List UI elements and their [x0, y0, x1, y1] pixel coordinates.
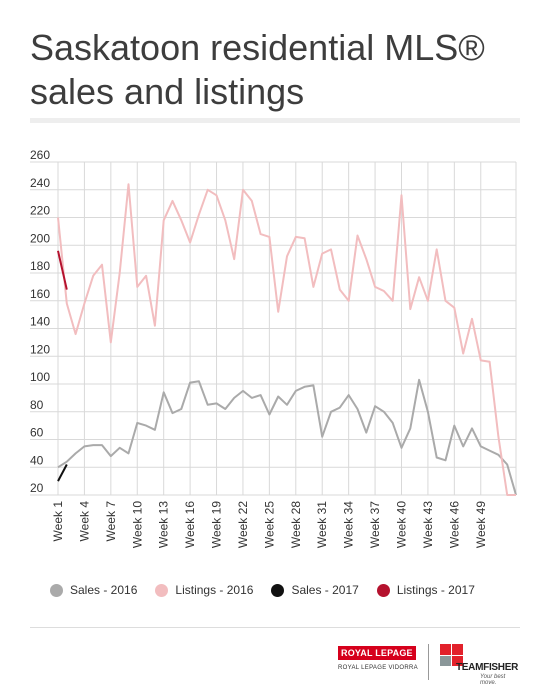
x-tick-label: Week 49	[474, 501, 488, 548]
chart-legend: Sales - 2016 Listings - 2016 Sales - 201…	[50, 580, 530, 600]
x-tick-label: Week 16	[183, 501, 197, 548]
y-tick-label: 260	[30, 150, 50, 162]
x-tick-label: Week 13	[157, 501, 171, 548]
y-tick-label: 180	[30, 259, 50, 273]
y-tick-label: 160	[30, 287, 50, 301]
y-tick-label: 140	[30, 315, 50, 329]
teamfisher-squares-icon	[440, 644, 464, 666]
x-tick-label: Week 1	[51, 501, 65, 542]
legend-label: Listings - 2017	[396, 583, 475, 597]
y-tick-label: 100	[30, 370, 50, 384]
x-tick-label: Week 34	[342, 501, 356, 548]
line-chart: 20 40 60 80 100 120 140 160 180 200 220 240 260 Week …	[30, 150, 517, 548]
y-tick-label: 240	[30, 176, 50, 190]
royal-lepage-wordmark: ROYAL LEPAGE	[338, 646, 416, 660]
x-tick-label: Week 28	[289, 501, 303, 548]
x-tick-label: Week 7	[104, 501, 118, 542]
series-line-listings-2017	[57, 250, 68, 290]
royal-lepage-brokerage: ROYAL LEPAGE VIDORRA	[338, 665, 418, 671]
x-tick-label: Week 4	[77, 501, 91, 542]
legend-label: Sales - 2017	[291, 583, 359, 597]
y-tick-label: 120	[30, 342, 50, 356]
teamfisher-wordmark: TEAMFISHER	[456, 662, 519, 673]
y-tick-label: 80	[30, 398, 44, 412]
x-tick-label: Week 46	[447, 501, 461, 548]
y-tick-label: 220	[30, 204, 50, 218]
x-tick-label: Week 10	[130, 501, 144, 548]
legend-label: Listings - 2016	[175, 583, 254, 597]
logo-divider	[428, 644, 429, 680]
legend-label: Sales - 2016	[70, 583, 138, 597]
footer-divider	[30, 627, 520, 628]
y-tick-label: 200	[30, 231, 50, 245]
legend-swatch	[50, 583, 63, 597]
y-tick-label: 60	[30, 426, 44, 440]
legend-item-listings-2017: Listings - 2017	[376, 583, 475, 597]
teamfisher-logo: TEAMFISHER Your best move.	[440, 644, 520, 686]
legend-item-sales-2016: Sales - 2016	[50, 583, 137, 597]
x-tick-label: Week 19	[210, 501, 224, 548]
x-tick-label: Week 25	[262, 501, 276, 548]
series-line-sales-2016	[57, 378, 517, 496]
x-tick-label: Week 31	[315, 501, 329, 548]
chart-title: Saskatoon residential MLS® sales and lis…	[30, 27, 485, 112]
x-tick-label: Week 43	[421, 501, 435, 548]
teamfisher-tagline: Your best move.	[480, 674, 506, 686]
x-tick-label: Week 22	[236, 501, 250, 548]
x-tick-label: Week 37	[368, 501, 382, 548]
legend-swatch	[271, 583, 285, 597]
legend-item-listings-2016: Listings - 2016	[155, 583, 253, 597]
legend-swatch	[155, 583, 169, 597]
series-line-sales-2017	[57, 464, 68, 482]
title-divider	[30, 118, 520, 123]
y-tick-label: 20	[30, 481, 44, 495]
y-tick-label: 40	[30, 453, 44, 467]
legend-item-sales-2017: Sales - 2017	[271, 583, 359, 597]
x-tick-label: Week 40	[395, 501, 409, 548]
series-line-listings-2016	[57, 183, 516, 496]
royal-lepage-logo: ROYAL LEPAGE ROYAL LEPAGE VIDORRA	[338, 645, 418, 683]
legend-swatch	[376, 583, 390, 597]
